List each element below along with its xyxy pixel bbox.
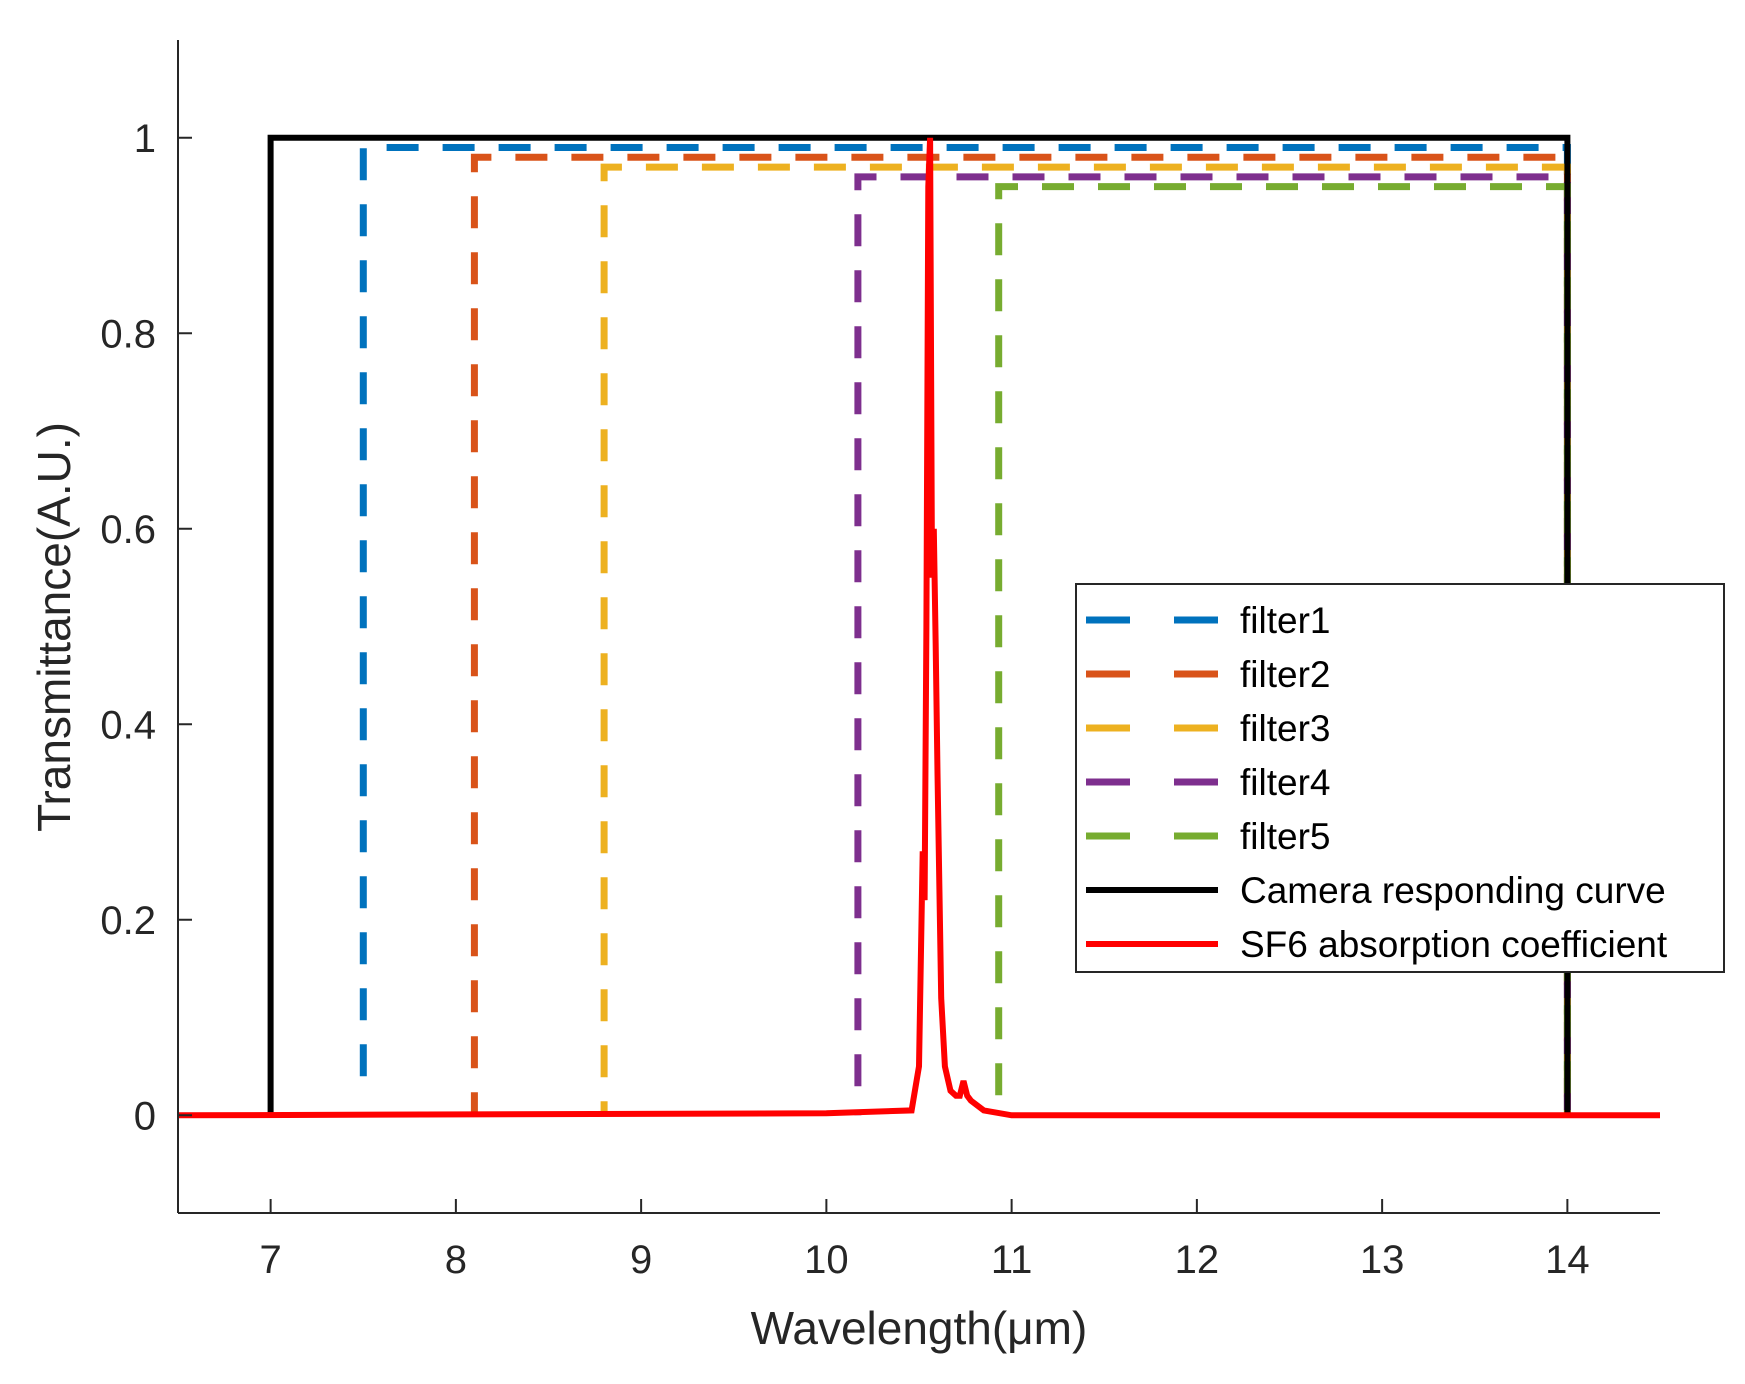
series-line-sf6-absorption-coefficient <box>177 137 1660 1119</box>
legend-label: filter3 <box>1240 708 1330 749</box>
y-tick-label: 1 <box>134 117 156 161</box>
x-tick-label: 14 <box>1545 1238 1590 1282</box>
legend-label: Camera responding curve <box>1240 870 1666 911</box>
x-tick-label: 12 <box>1175 1238 1220 1282</box>
axes <box>177 40 1660 1214</box>
y-tick-label: 0.8 <box>100 312 156 356</box>
x-tick-label: 11 <box>991 1238 1033 1282</box>
y-axis-label: Transmittance(A.U.) <box>28 422 80 832</box>
y-tick-label: 0.6 <box>100 508 156 552</box>
series-line-filter1 <box>359 144 1571 1116</box>
y-tick-label: 0.4 <box>100 703 156 747</box>
x-tick-label: 9 <box>630 1238 652 1282</box>
legend: filter1 filter2 filter3 filter4 filter5 Camer… <box>1075 583 1725 973</box>
y-tick-label: 0 <box>134 1094 156 1138</box>
legend-label: filter4 <box>1240 762 1330 803</box>
series-line-filter5 <box>995 183 1571 1116</box>
legend-label: filter1 <box>1240 600 1330 641</box>
x-tick-label: 10 <box>804 1238 849 1282</box>
legend-box <box>1075 583 1725 973</box>
x-tick-label: 7 <box>260 1238 282 1282</box>
x-tick-label: 13 <box>1360 1238 1405 1282</box>
x-tick-label: 8 <box>445 1238 467 1282</box>
y-tick-label: 0.2 <box>100 899 156 943</box>
legend-items: filter1 filter2 filter3 filter4 filter5 Camer… <box>1086 600 1668 965</box>
y-ticks: 0 0.2 0.4 0.6 0.8 1 <box>100 117 192 1138</box>
x-ticks: 7 8 9 10 11 12 13 14 <box>260 1199 1590 1282</box>
legend-label: SF6 absorption coefficient <box>1240 924 1668 965</box>
legend-label: filter5 <box>1240 816 1330 857</box>
legend-label: filter2 <box>1240 654 1330 695</box>
x-axis-label: Wavelength(μm) <box>751 1302 1088 1354</box>
